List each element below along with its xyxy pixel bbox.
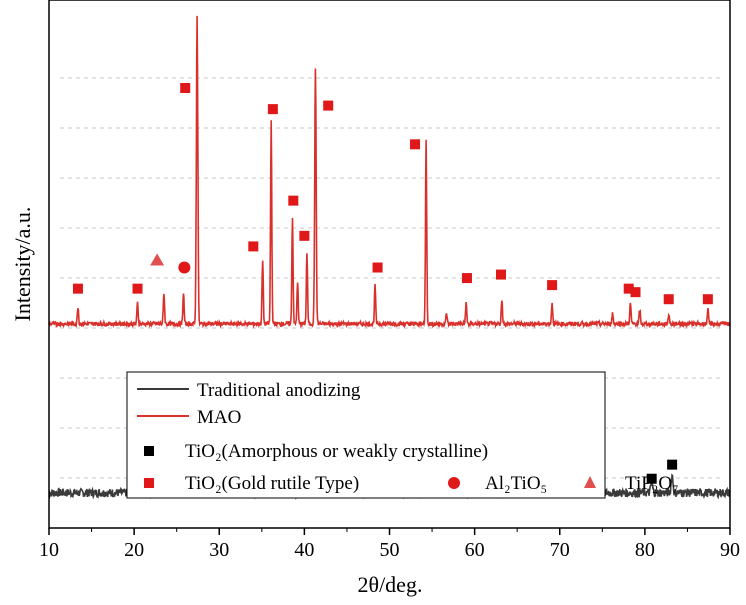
marker-rutile_tio2 — [72, 283, 83, 294]
x-tick-label: 80 — [635, 539, 655, 561]
marker-rutile_tio2 — [623, 283, 634, 294]
marker-rutile_tio2 — [663, 294, 674, 305]
series-line-mao — [48, 15, 731, 329]
legend-marker-amorphous — [144, 446, 154, 456]
marker-rutile_tio2 — [288, 195, 299, 206]
marker-amorphous_tio2 — [646, 473, 657, 484]
x-tick-label: 10 — [39, 539, 59, 561]
marker-rutile_tio2 — [702, 294, 713, 305]
legend-marker-rutile — [144, 478, 154, 488]
x-tick-label: 40 — [294, 539, 314, 561]
legend-box — [126, 371, 606, 499]
x-tick-label: 60 — [465, 539, 485, 561]
marker-rutile_tio2 — [180, 83, 191, 93]
x-axis-title: 2θ/deg. — [358, 572, 423, 597]
legend-label-amorphous: TiO₂(Amorphous or weakly crystalline) — [185, 441, 488, 462]
legend-label-traditional: Traditional anodizing — [197, 380, 361, 401]
x-tick-label: 30 — [209, 539, 229, 561]
x-tick-label: 20 — [124, 539, 144, 561]
legend: Traditional anodizing MAO TiO₂(Amorphous… — [126, 371, 679, 499]
x-tick-label: 70 — [550, 539, 570, 561]
marker-rutile_tio2 — [410, 139, 421, 150]
marker-rutile_tio2 — [323, 100, 334, 111]
marker-rutile_tio2 — [248, 241, 259, 252]
marker-rutile_tio2 — [132, 283, 143, 294]
marker-rutile_tio2 — [496, 269, 507, 280]
marker-rutile_tio2 — [299, 230, 310, 241]
legend-marker-al2tio5 — [448, 477, 460, 489]
x-tick-label: 50 — [380, 539, 400, 561]
x-axis-ticks: 10 20 30 40 50 60 70 80 90 — [39, 528, 740, 561]
legend-label-rutile: TiO₂(Gold rutile Type) — [185, 473, 359, 494]
marker-al2tio5 — [178, 261, 191, 274]
legend-marker-tip2o7 — [584, 476, 596, 488]
marker-amorphous_tio2 — [667, 459, 678, 470]
legend-label-al2tio5: Al₂TiO₅ — [485, 473, 547, 494]
marker-rutile_tio2 — [630, 287, 641, 298]
marker-tip2o7 — [150, 253, 165, 266]
legend-label-tip2o7: TiP₂O₇ — [625, 473, 679, 494]
y-axis-title: Intensity/a.u. — [10, 207, 35, 322]
marker-rutile_tio2 — [372, 262, 383, 273]
marker-rutile_tio2 — [267, 104, 278, 115]
marker-rutile_tio2 — [547, 280, 558, 291]
legend-label-mao: MAO — [197, 407, 241, 428]
marker-rutile_tio2 — [461, 273, 472, 284]
x-tick-label: 90 — [720, 539, 740, 561]
